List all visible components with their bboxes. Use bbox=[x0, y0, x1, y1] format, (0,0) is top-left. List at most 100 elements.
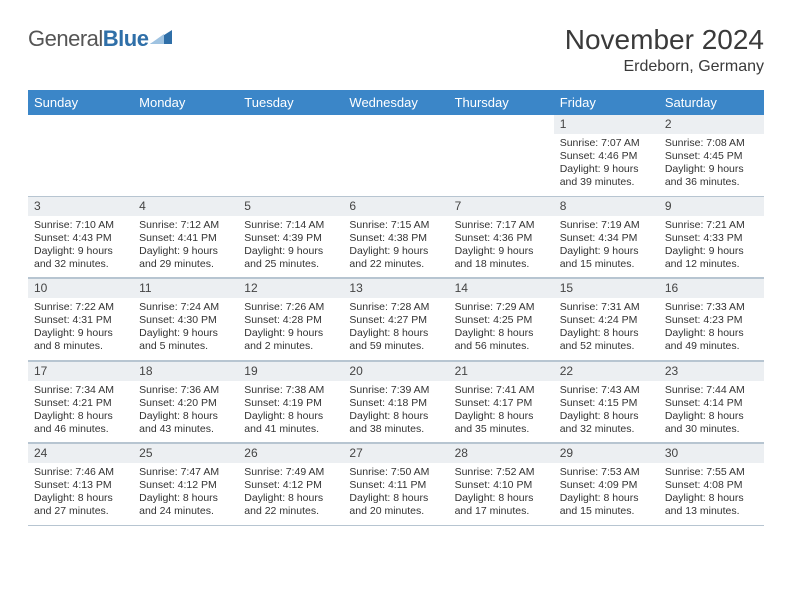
day2-text: and 38 minutes. bbox=[349, 423, 442, 436]
day-number: 22 bbox=[554, 361, 659, 381]
sunset-text: Sunset: 4:41 PM bbox=[139, 232, 232, 245]
day-cell: 20Sunrise: 7:39 AMSunset: 4:18 PMDayligh… bbox=[343, 360, 448, 443]
day1-text: Daylight: 8 hours bbox=[455, 492, 548, 505]
day2-text: and 27 minutes. bbox=[34, 505, 127, 518]
day2-text: and 30 minutes. bbox=[665, 423, 758, 436]
sunrise-text: Sunrise: 7:21 AM bbox=[665, 219, 758, 232]
sunrise-text: Sunrise: 7:31 AM bbox=[560, 301, 653, 314]
day-cell: 23Sunrise: 7:44 AMSunset: 4:14 PMDayligh… bbox=[659, 360, 764, 443]
day1-text: Daylight: 8 hours bbox=[349, 327, 442, 340]
day1-text: Daylight: 9 hours bbox=[139, 327, 232, 340]
day1-text: Daylight: 9 hours bbox=[244, 245, 337, 258]
day-cell: 2Sunrise: 7:08 AMSunset: 4:45 PMDaylight… bbox=[659, 115, 764, 196]
day2-text: and 32 minutes. bbox=[34, 258, 127, 271]
day-cell: 16Sunrise: 7:33 AMSunset: 4:23 PMDayligh… bbox=[659, 278, 764, 361]
sunrise-text: Sunrise: 7:22 AM bbox=[34, 301, 127, 314]
day2-text: and 36 minutes. bbox=[665, 176, 758, 189]
day1-text: Daylight: 9 hours bbox=[34, 327, 127, 340]
sunset-text: Sunset: 4:30 PM bbox=[139, 314, 232, 327]
sunrise-text: Sunrise: 7:55 AM bbox=[665, 466, 758, 479]
day-number: 12 bbox=[238, 278, 343, 298]
day1-text: Daylight: 8 hours bbox=[139, 492, 232, 505]
day2-text: and 17 minutes. bbox=[455, 505, 548, 518]
day1-text: Daylight: 8 hours bbox=[665, 327, 758, 340]
day2-text: and 41 minutes. bbox=[244, 423, 337, 436]
weekday-header: Tuesday bbox=[238, 90, 343, 115]
day1-text: Daylight: 8 hours bbox=[244, 492, 337, 505]
empty-cell bbox=[28, 115, 133, 196]
day2-text: and 22 minutes. bbox=[244, 505, 337, 518]
day-number: 3 bbox=[28, 197, 133, 216]
sunset-text: Sunset: 4:17 PM bbox=[455, 397, 548, 410]
day1-text: Daylight: 9 hours bbox=[560, 163, 653, 176]
empty-cell bbox=[449, 115, 554, 196]
day-cell: 22Sunrise: 7:43 AMSunset: 4:15 PMDayligh… bbox=[554, 360, 659, 443]
day-cell: 11Sunrise: 7:24 AMSunset: 4:30 PMDayligh… bbox=[133, 278, 238, 361]
day-number: 17 bbox=[28, 361, 133, 381]
empty-cell bbox=[343, 115, 448, 196]
day-cell: 7Sunrise: 7:17 AMSunset: 4:36 PMDaylight… bbox=[449, 196, 554, 278]
day-number: 26 bbox=[238, 443, 343, 463]
day1-text: Daylight: 8 hours bbox=[139, 410, 232, 423]
sunset-text: Sunset: 4:23 PM bbox=[665, 314, 758, 327]
day2-text: and 29 minutes. bbox=[139, 258, 232, 271]
day-number: 29 bbox=[554, 443, 659, 463]
sunset-text: Sunset: 4:08 PM bbox=[665, 479, 758, 492]
day-cell: 25Sunrise: 7:47 AMSunset: 4:12 PMDayligh… bbox=[133, 443, 238, 526]
day-number: 30 bbox=[659, 443, 764, 463]
day2-text: and 43 minutes. bbox=[139, 423, 232, 436]
calendar-table: Sunday Monday Tuesday Wednesday Thursday… bbox=[28, 90, 764, 526]
sunset-text: Sunset: 4:11 PM bbox=[349, 479, 442, 492]
day-number: 24 bbox=[28, 443, 133, 463]
day-cell: 17Sunrise: 7:34 AMSunset: 4:21 PMDayligh… bbox=[28, 360, 133, 443]
day-number: 23 bbox=[659, 361, 764, 381]
month-title: November 2024 bbox=[565, 24, 764, 56]
day2-text: and 18 minutes. bbox=[455, 258, 548, 271]
day-number: 25 bbox=[133, 443, 238, 463]
sunrise-text: Sunrise: 7:14 AM bbox=[244, 219, 337, 232]
day1-text: Daylight: 8 hours bbox=[34, 410, 127, 423]
sunset-text: Sunset: 4:13 PM bbox=[34, 479, 127, 492]
sunset-text: Sunset: 4:12 PM bbox=[139, 479, 232, 492]
day1-text: Daylight: 9 hours bbox=[665, 245, 758, 258]
sunrise-text: Sunrise: 7:52 AM bbox=[455, 466, 548, 479]
day-cell: 13Sunrise: 7:28 AMSunset: 4:27 PMDayligh… bbox=[343, 278, 448, 361]
day1-text: Daylight: 8 hours bbox=[665, 410, 758, 423]
day-number: 14 bbox=[449, 278, 554, 298]
day2-text: and 24 minutes. bbox=[139, 505, 232, 518]
day-number: 18 bbox=[133, 361, 238, 381]
day2-text: and 56 minutes. bbox=[455, 340, 548, 353]
day-number: 13 bbox=[343, 278, 448, 298]
sunset-text: Sunset: 4:39 PM bbox=[244, 232, 337, 245]
day-cell: 9Sunrise: 7:21 AMSunset: 4:33 PMDaylight… bbox=[659, 196, 764, 278]
day2-text: and 20 minutes. bbox=[349, 505, 442, 518]
day-number: 21 bbox=[449, 361, 554, 381]
sunset-text: Sunset: 4:45 PM bbox=[665, 150, 758, 163]
day1-text: Daylight: 9 hours bbox=[244, 327, 337, 340]
sunrise-text: Sunrise: 7:43 AM bbox=[560, 384, 653, 397]
day1-text: Daylight: 9 hours bbox=[665, 163, 758, 176]
day1-text: Daylight: 9 hours bbox=[34, 245, 127, 258]
day1-text: Daylight: 8 hours bbox=[34, 492, 127, 505]
sunrise-text: Sunrise: 7:50 AM bbox=[349, 466, 442, 479]
day2-text: and 39 minutes. bbox=[560, 176, 653, 189]
day-number: 27 bbox=[343, 443, 448, 463]
sunrise-text: Sunrise: 7:34 AM bbox=[34, 384, 127, 397]
sunrise-text: Sunrise: 7:12 AM bbox=[139, 219, 232, 232]
sunset-text: Sunset: 4:31 PM bbox=[34, 314, 127, 327]
day2-text: and 59 minutes. bbox=[349, 340, 442, 353]
sunrise-text: Sunrise: 7:10 AM bbox=[34, 219, 127, 232]
day-cell: 29Sunrise: 7:53 AMSunset: 4:09 PMDayligh… bbox=[554, 443, 659, 526]
day-cell: 18Sunrise: 7:36 AMSunset: 4:20 PMDayligh… bbox=[133, 360, 238, 443]
sunrise-text: Sunrise: 7:07 AM bbox=[560, 137, 653, 150]
day2-text: and 32 minutes. bbox=[560, 423, 653, 436]
day-number: 2 bbox=[659, 115, 764, 134]
day-cell: 26Sunrise: 7:49 AMSunset: 4:12 PMDayligh… bbox=[238, 443, 343, 526]
day1-text: Daylight: 9 hours bbox=[139, 245, 232, 258]
sunset-text: Sunset: 4:33 PM bbox=[665, 232, 758, 245]
sunset-text: Sunset: 4:12 PM bbox=[244, 479, 337, 492]
day2-text: and 8 minutes. bbox=[34, 340, 127, 353]
sunrise-text: Sunrise: 7:29 AM bbox=[455, 301, 548, 314]
day-cell: 14Sunrise: 7:29 AMSunset: 4:25 PMDayligh… bbox=[449, 278, 554, 361]
calendar-row: 1Sunrise: 7:07 AMSunset: 4:46 PMDaylight… bbox=[28, 115, 764, 196]
